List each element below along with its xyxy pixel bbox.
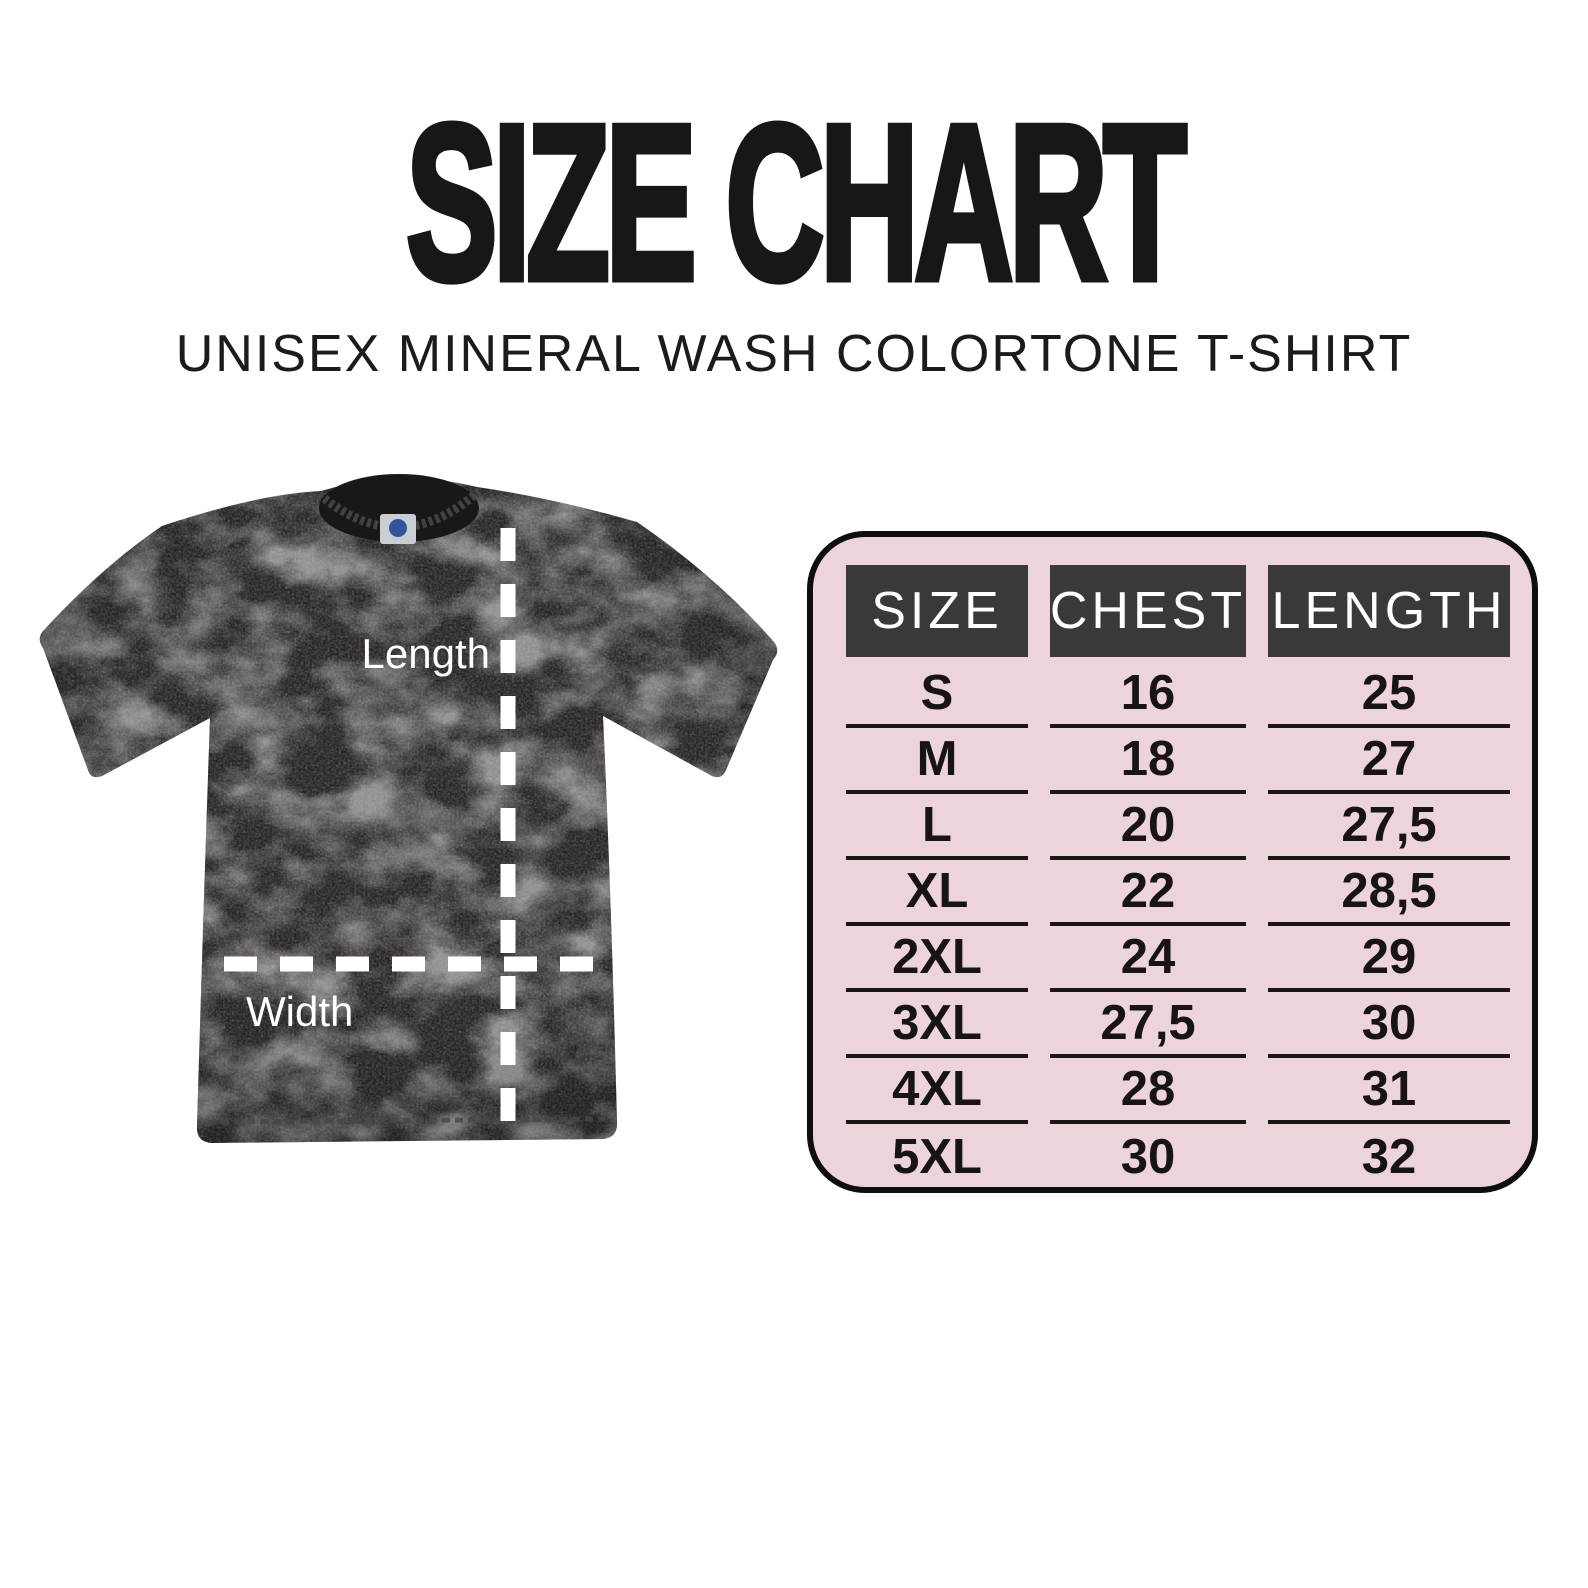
page-title: SIZE CHART bbox=[404, 79, 1190, 327]
right-cuff-stitch bbox=[715, 657, 761, 759]
table-cell: 31 bbox=[1268, 1058, 1510, 1124]
table-cell: 30 bbox=[1268, 992, 1510, 1058]
table-cell: 4XL bbox=[846, 1058, 1028, 1124]
table-cell: 18 bbox=[1050, 728, 1246, 794]
column-header-size: SIZE bbox=[846, 565, 1028, 657]
collar-ribbing bbox=[316, 487, 482, 532]
size-table-rows: S 16 25 M 18 27 L 20 27,5 XL 22 28,5 2XL… bbox=[846, 662, 1512, 1190]
table-cell: 22 bbox=[1050, 860, 1246, 926]
neck-opening bbox=[319, 474, 479, 542]
column-header-length: LENGTH bbox=[1268, 565, 1510, 657]
table-cell: 5XL bbox=[892, 1130, 982, 1184]
column-header-chest: CHEST bbox=[1050, 565, 1246, 657]
table-cell: 27 bbox=[1268, 728, 1510, 794]
table-cell: 27,5 bbox=[1050, 992, 1246, 1058]
table-cell: 29 bbox=[1268, 926, 1510, 992]
size-table-panel: SIZE CHEST LENGTH S 16 25 M 18 27 L 20 2… bbox=[807, 531, 1538, 1193]
tshirt-silhouette bbox=[39, 474, 778, 1143]
bottom-hem-stitch bbox=[207, 1116, 607, 1125]
table-cell: 3XL bbox=[846, 992, 1028, 1058]
table-cell: 28,5 bbox=[1268, 860, 1510, 926]
left-cuff-stitch bbox=[57, 655, 104, 761]
table-cell: 20 bbox=[1050, 794, 1246, 860]
table-cell: XL bbox=[846, 860, 1028, 926]
table-cell: 30 bbox=[1120, 1130, 1176, 1184]
width-label: Width bbox=[246, 988, 353, 1035]
table-cell: L bbox=[846, 794, 1028, 860]
table-cell: 2XL bbox=[846, 926, 1028, 992]
tshirt-measurement-diagram: Length Width bbox=[39, 474, 778, 1164]
table-cell: 28 bbox=[1050, 1058, 1246, 1124]
table-cell: S bbox=[846, 662, 1028, 728]
size-table-header-row: SIZE CHEST LENGTH bbox=[846, 565, 1512, 657]
table-cell: 24 bbox=[1050, 926, 1246, 992]
table-cell: 32 bbox=[1361, 1130, 1417, 1184]
table-cell: 25 bbox=[1268, 662, 1510, 728]
neck-tag-logo bbox=[389, 519, 407, 537]
table-cell: 27,5 bbox=[1268, 794, 1510, 860]
page-subtitle: UNISEX MINERAL WASH COLORTONE T-SHIRT bbox=[175, 325, 1413, 383]
length-label: Length bbox=[362, 630, 490, 677]
table-cell: M bbox=[846, 728, 1028, 794]
table-cell: 16 bbox=[1050, 662, 1246, 728]
